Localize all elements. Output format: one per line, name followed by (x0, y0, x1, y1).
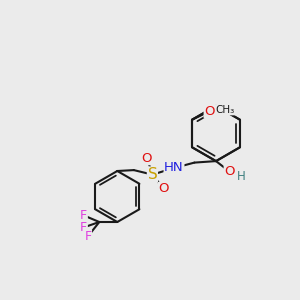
Text: O: O (204, 105, 215, 118)
Text: S: S (148, 167, 157, 182)
Text: O: O (224, 165, 235, 178)
Text: CH₃: CH₃ (215, 105, 235, 115)
Text: O: O (142, 152, 152, 165)
Text: F: F (80, 209, 87, 222)
Text: F: F (84, 230, 92, 243)
Text: H: H (236, 169, 245, 183)
Text: F: F (80, 221, 87, 234)
Text: O: O (159, 182, 169, 196)
Text: HN: HN (164, 161, 184, 175)
